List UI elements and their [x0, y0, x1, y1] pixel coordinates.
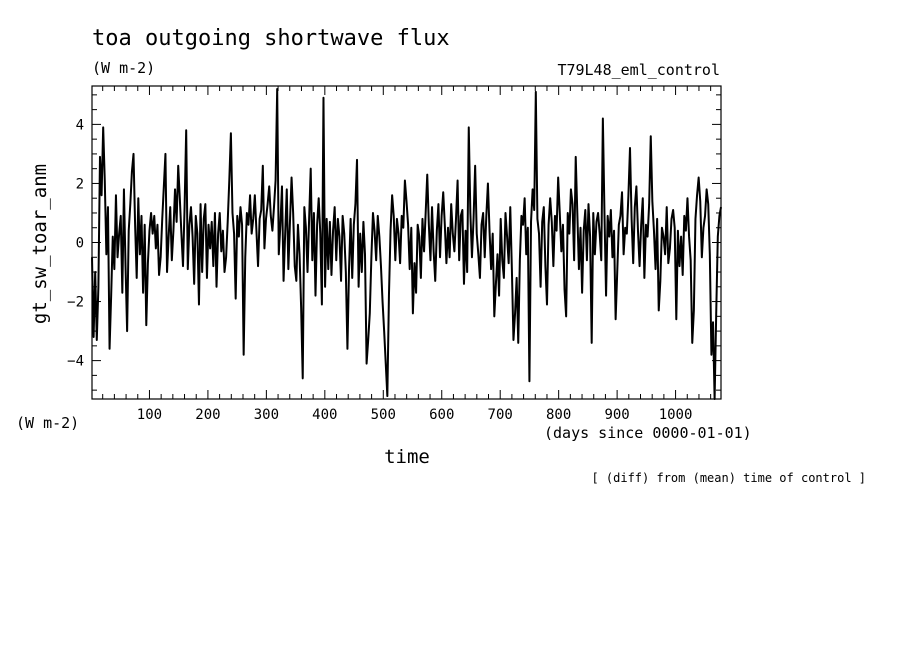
y-units-label: (W m-2) — [16, 414, 79, 432]
units-label: (W m-2) — [92, 59, 155, 77]
x-tick-label: 300 — [254, 407, 279, 423]
x-tick-label: 700 — [488, 407, 513, 423]
y-tick-label: 0 — [76, 236, 84, 252]
y-tick-label: 4 — [76, 117, 84, 133]
plot-frame — [91, 85, 722, 400]
diff-note: [ (diff) from (mean) time of control ] — [591, 471, 866, 485]
y-tick-label: −2 — [67, 295, 84, 311]
chart-title: toa outgoing shortwave flux — [92, 26, 450, 51]
series-line — [91, 87, 722, 400]
x-tick-label: 200 — [195, 407, 220, 423]
x-tick-label: 600 — [429, 407, 454, 423]
x-tick-label: 400 — [312, 407, 337, 423]
x-tick-label: 500 — [371, 407, 396, 423]
y-tick-label: −4 — [67, 354, 84, 370]
x-units-label: (days since 0000-01-01) — [544, 424, 752, 442]
x-tick-label: 900 — [604, 407, 629, 423]
x-tick-label: 1000 — [659, 407, 693, 423]
run-name-label: T79L48_eml_control — [557, 61, 720, 79]
x-tick-label: 800 — [546, 407, 571, 423]
axis-tick-labels: 100 200 300 400 500 600 700 800 900 1000 −4 −2 0 2 4 — [67, 117, 692, 423]
x-tick-label: 100 — [137, 407, 162, 423]
y-tick-label: 2 — [76, 176, 84, 192]
x-axis-label: time — [384, 446, 430, 468]
y-axis-label: gt_sw_toar_anm — [29, 164, 51, 324]
